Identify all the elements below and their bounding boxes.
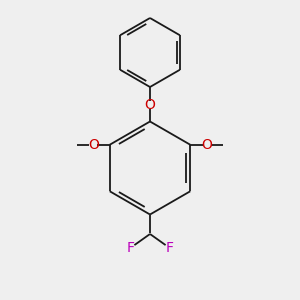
- Text: F: F: [166, 241, 173, 254]
- Text: O: O: [88, 138, 99, 152]
- Text: O: O: [201, 138, 212, 152]
- Text: O: O: [145, 98, 155, 112]
- Text: F: F: [127, 241, 134, 254]
